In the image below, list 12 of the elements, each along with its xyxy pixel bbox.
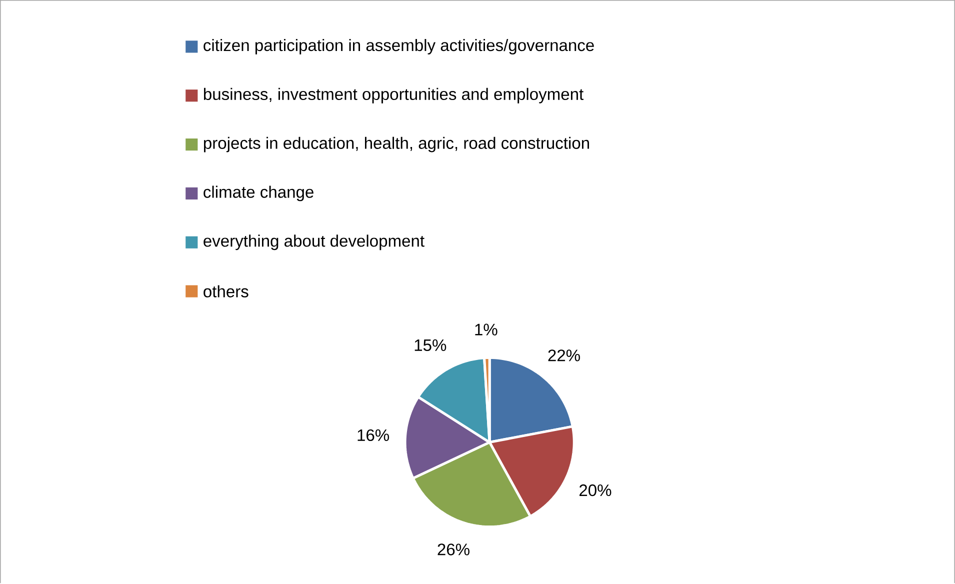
data-label: 1% [475,324,498,336]
legend-label: everything about development [204,234,424,250]
legend-label: climate change [204,186,314,202]
data-label: 26% [438,544,470,556]
data-label: 16% [358,430,390,442]
data-label: 15% [414,340,446,352]
data-label: 20% [580,484,612,496]
legend-label: business, investment opportunities and employment [204,88,584,104]
legend-label: others [204,285,248,298]
data-label: 22% [548,350,580,362]
legend-label: projects in education, health, agric, road construction [204,137,589,152]
legend-label: citizen participation in assembly activities/governance [204,39,594,55]
